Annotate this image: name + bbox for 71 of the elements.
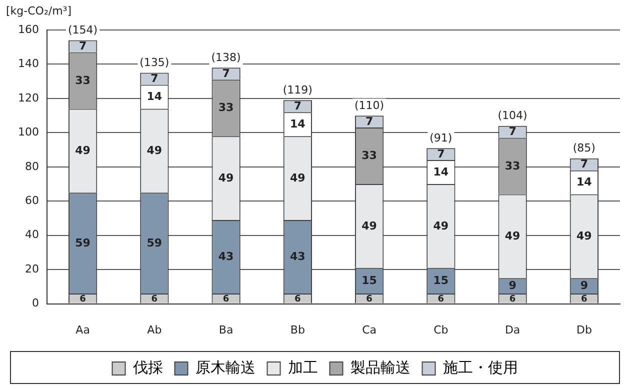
data-label: 49 (504, 230, 520, 243)
data-label: 33 (75, 74, 90, 87)
total-label: (110) (354, 98, 384, 112)
y-tick-label: 0 (32, 296, 39, 310)
data-label: 15 (433, 274, 449, 288)
legend-label: 施工・使用 (442, 358, 518, 376)
data-label: 6 (294, 294, 301, 304)
data-label: 14 (576, 176, 592, 189)
data-label: 6 (581, 294, 588, 304)
total-label: (135) (140, 56, 170, 70)
total-label: (119) (282, 84, 312, 97)
y-tick-label: 80 (24, 160, 39, 173)
x-tick-label: Cb (434, 323, 448, 336)
data-label: 14 (433, 165, 449, 178)
data-label: 7 (365, 114, 374, 128)
total-label: (138) (211, 51, 241, 64)
data-label: 49 (146, 144, 162, 158)
y-tick-label: 40 (24, 228, 39, 242)
data-label: 33 (362, 149, 377, 162)
legend-label: 加工 (288, 358, 318, 376)
data-label: 7 (437, 147, 445, 160)
y-tick-label: 160 (18, 22, 39, 36)
x-tick-label: Aa (76, 323, 90, 336)
legend-label: 原木輸送 (195, 358, 256, 376)
x-tick-label: Ca (362, 323, 377, 336)
x-tick-label: Da (504, 323, 520, 336)
data-label: 14 (146, 90, 162, 104)
data-label: 14 (290, 117, 306, 130)
y-tick-label: 20 (24, 262, 39, 276)
data-label: 7 (78, 40, 87, 53)
data-label: 6 (151, 294, 158, 304)
total-label: (154) (68, 24, 98, 37)
data-label: 43 (218, 250, 234, 264)
data-label: 9 (508, 279, 516, 292)
data-label: 6 (438, 294, 444, 304)
y-tick-label: 120 (18, 91, 39, 104)
y-tick-label: 60 (24, 194, 39, 207)
data-label: 15 (362, 274, 377, 288)
data-label: 49 (576, 230, 592, 243)
total-label: (91) (430, 131, 452, 144)
data-label: 49 (218, 171, 234, 184)
x-tick-label: Bb (290, 323, 305, 336)
data-label: 49 (290, 171, 306, 184)
data-label: 49 (75, 144, 90, 158)
x-tick-label: Db (576, 323, 592, 336)
data-label: 7 (150, 72, 158, 86)
data-label: 6 (509, 294, 516, 304)
data-label: 6 (366, 294, 372, 304)
data-label: 59 (146, 236, 162, 250)
data-label: 33 (504, 159, 520, 172)
data-label: 6 (80, 294, 86, 304)
data-label: 59 (75, 236, 90, 250)
data-label: 49 (433, 219, 449, 232)
x-tick-label: Ba (218, 323, 234, 336)
y-tick-label: 100 (18, 126, 39, 139)
data-label: 9 (580, 279, 588, 292)
data-label: 7 (508, 125, 516, 138)
legend-label: 製品輸送 (350, 358, 410, 376)
data-label: 7 (222, 66, 230, 80)
data-label: 6 (222, 294, 230, 304)
legend-label: 伐採 (132, 358, 163, 376)
x-tick-label: Ab (147, 323, 162, 336)
data-label: 43 (290, 250, 306, 264)
data-label: 7 (580, 158, 588, 171)
total-label: (104) (498, 109, 528, 122)
data-label: 7 (294, 100, 302, 113)
total-label: (85) (572, 142, 596, 155)
y-tick-label: 140 (18, 57, 39, 70)
y-axis-title: [kg-CO₂/m³] (6, 4, 72, 18)
data-label: 33 (218, 101, 234, 114)
data-label: 49 (362, 219, 377, 232)
